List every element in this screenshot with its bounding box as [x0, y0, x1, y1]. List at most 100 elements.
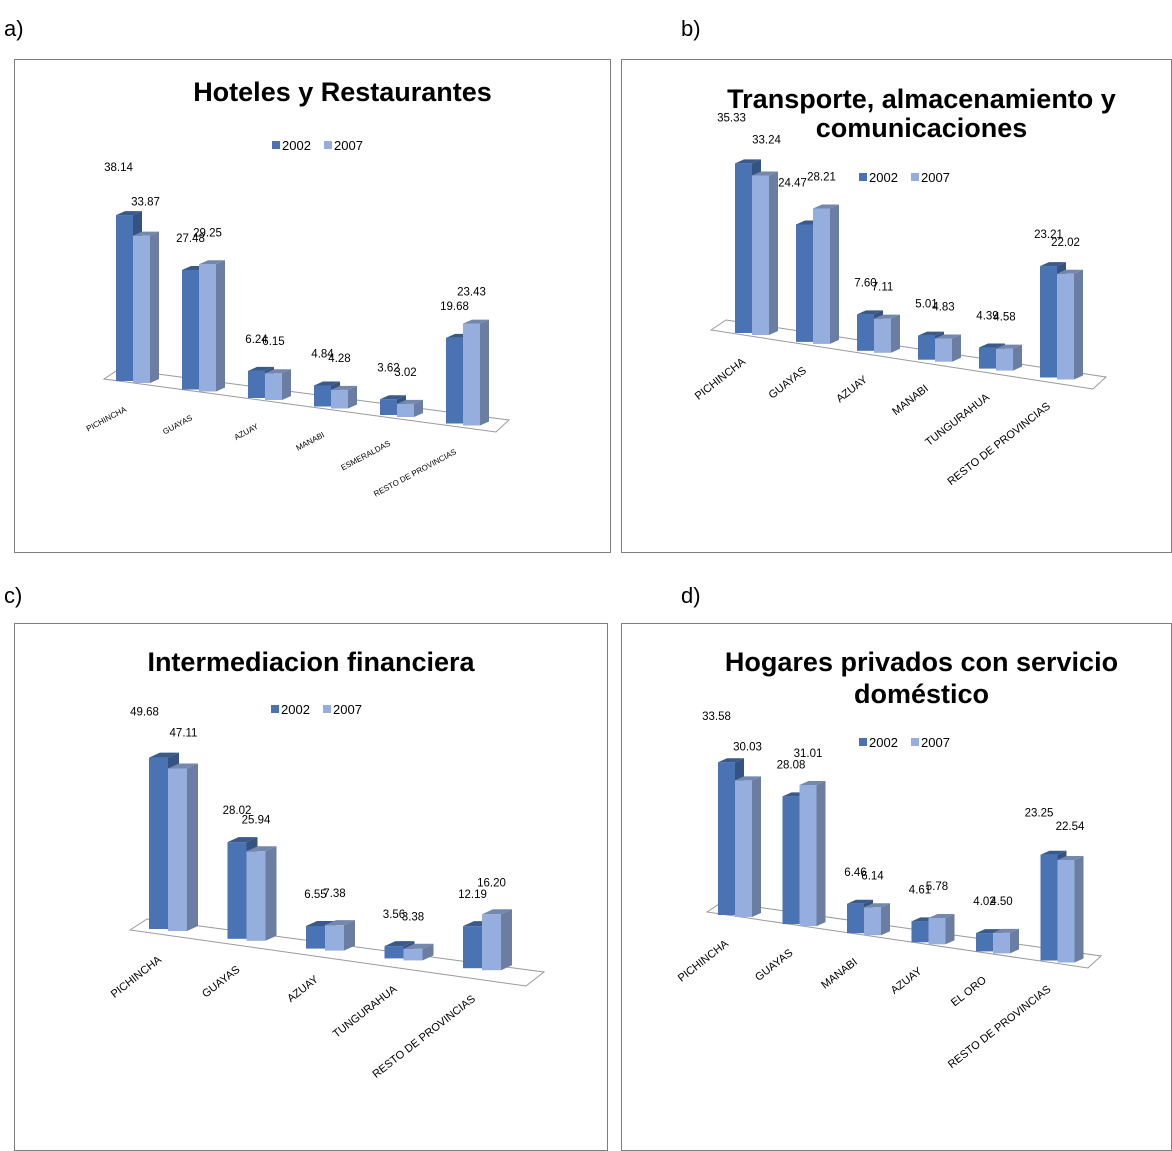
- legend-label: 2007: [921, 170, 950, 185]
- bar-front: [718, 762, 735, 915]
- bar-side: [891, 314, 900, 353]
- legend: 2002 2007: [272, 138, 363, 153]
- bar-top: [380, 395, 406, 400]
- data-label: 38.14: [104, 162, 133, 174]
- legend-swatch: [272, 141, 280, 149]
- bar-side: [769, 171, 778, 335]
- bar-front: [864, 907, 881, 936]
- bar-top: [735, 776, 761, 781]
- bar-front: [331, 389, 348, 409]
- bar-top: [735, 159, 761, 164]
- bar-2007-resto-de-provincias: [1057, 855, 1084, 963]
- bar-front: [874, 318, 891, 353]
- legend-swatch: [911, 738, 919, 746]
- data-label: 4.61: [909, 884, 931, 896]
- bar-top: [857, 310, 883, 315]
- bar-side: [830, 204, 839, 344]
- bar-front: [384, 946, 404, 959]
- legend: 2002 2007: [859, 170, 950, 185]
- bar-front: [752, 175, 769, 335]
- legend-swatch: [859, 173, 867, 181]
- data-label: 28.08: [777, 759, 806, 771]
- data-label: 3.62: [377, 362, 399, 374]
- data-label: 4.39: [976, 311, 998, 323]
- legend-label: 2007: [921, 735, 950, 750]
- bar-side: [422, 943, 434, 961]
- data-label: 3.38: [402, 912, 424, 924]
- bar-top: [248, 366, 274, 371]
- bar-front: [265, 373, 282, 400]
- bar-front: [976, 933, 993, 952]
- bar-side: [348, 385, 357, 409]
- bar-top: [864, 903, 890, 908]
- bar-side: [945, 914, 955, 945]
- data-label: 23.43: [457, 287, 486, 299]
- bar-2007-manabi: [935, 334, 961, 362]
- bar-side: [265, 846, 277, 941]
- bar-2007-guayas: [199, 260, 225, 392]
- bar-2007-guayas: [813, 204, 839, 344]
- bar-side: [216, 260, 225, 392]
- bar-side: [480, 319, 489, 426]
- data-label: 28.02: [223, 805, 252, 817]
- bar-side: [414, 399, 423, 417]
- bar-side: [1074, 269, 1083, 380]
- bar-2007-el-oro: [993, 928, 1019, 954]
- legend-label: 2002: [281, 702, 310, 717]
- bar-2007-azuay: [928, 914, 955, 945]
- bar-top: [874, 314, 900, 319]
- legend-label: 2007: [333, 702, 362, 717]
- bar-top: [384, 941, 415, 947]
- bar-2007-manabi: [864, 903, 890, 936]
- data-label: 12.19: [458, 889, 487, 901]
- bar-front: [847, 903, 864, 934]
- bar-2007-resto-de-provincias: [463, 319, 489, 426]
- bar-top: [918, 331, 944, 336]
- bar-side: [952, 334, 961, 362]
- bar-top: [935, 334, 961, 339]
- bar-2007-pichincha: [168, 763, 198, 931]
- data-label: 6.55: [304, 889, 326, 901]
- bar-front: [996, 348, 1013, 371]
- bar-front: [735, 163, 752, 333]
- bar-front: [133, 235, 150, 383]
- bar-side: [344, 920, 355, 951]
- data-label: 3.56: [383, 909, 405, 921]
- bar-top: [331, 385, 357, 390]
- bar-front: [116, 215, 133, 381]
- bar-top: [265, 369, 291, 374]
- legend-swatch: [323, 705, 331, 713]
- data-label: 29.25: [193, 227, 222, 239]
- chart-title: Hogares privados con servicio: [725, 647, 1118, 677]
- bar-front: [928, 918, 946, 945]
- panel-label-a: a): [4, 16, 24, 41]
- data-label: 25.94: [242, 814, 271, 826]
- data-label: 7.11: [872, 282, 894, 294]
- data-label: 23.21: [1034, 229, 1063, 241]
- legend: 2002 2007: [271, 702, 362, 717]
- chart-title: Intermediacion financiera: [147, 647, 475, 677]
- data-label: 16.20: [477, 877, 506, 889]
- bar-front: [979, 347, 996, 369]
- legend-swatch: [911, 173, 919, 181]
- bar-front: [182, 269, 199, 390]
- data-label: 4.02: [973, 896, 995, 908]
- bar-2007-azuay: [325, 920, 355, 951]
- data-label: 22.02: [1051, 237, 1080, 249]
- bar-side: [150, 231, 159, 383]
- bar-front: [1040, 854, 1058, 961]
- data-label: 49.68: [130, 707, 159, 719]
- bar-front: [799, 785, 817, 927]
- bar-front: [397, 403, 414, 417]
- bar-front: [325, 925, 344, 951]
- data-label: 19.68: [440, 301, 469, 313]
- bar-top: [199, 260, 225, 265]
- data-label: 3.02: [394, 367, 416, 379]
- bar-top: [325, 920, 355, 926]
- bar-top: [979, 343, 1005, 348]
- data-label: 5.01: [915, 299, 937, 311]
- bar-front: [796, 224, 813, 342]
- panel-label-d: d): [681, 583, 701, 608]
- bar-top: [718, 758, 744, 763]
- legend-label: 2002: [282, 138, 311, 153]
